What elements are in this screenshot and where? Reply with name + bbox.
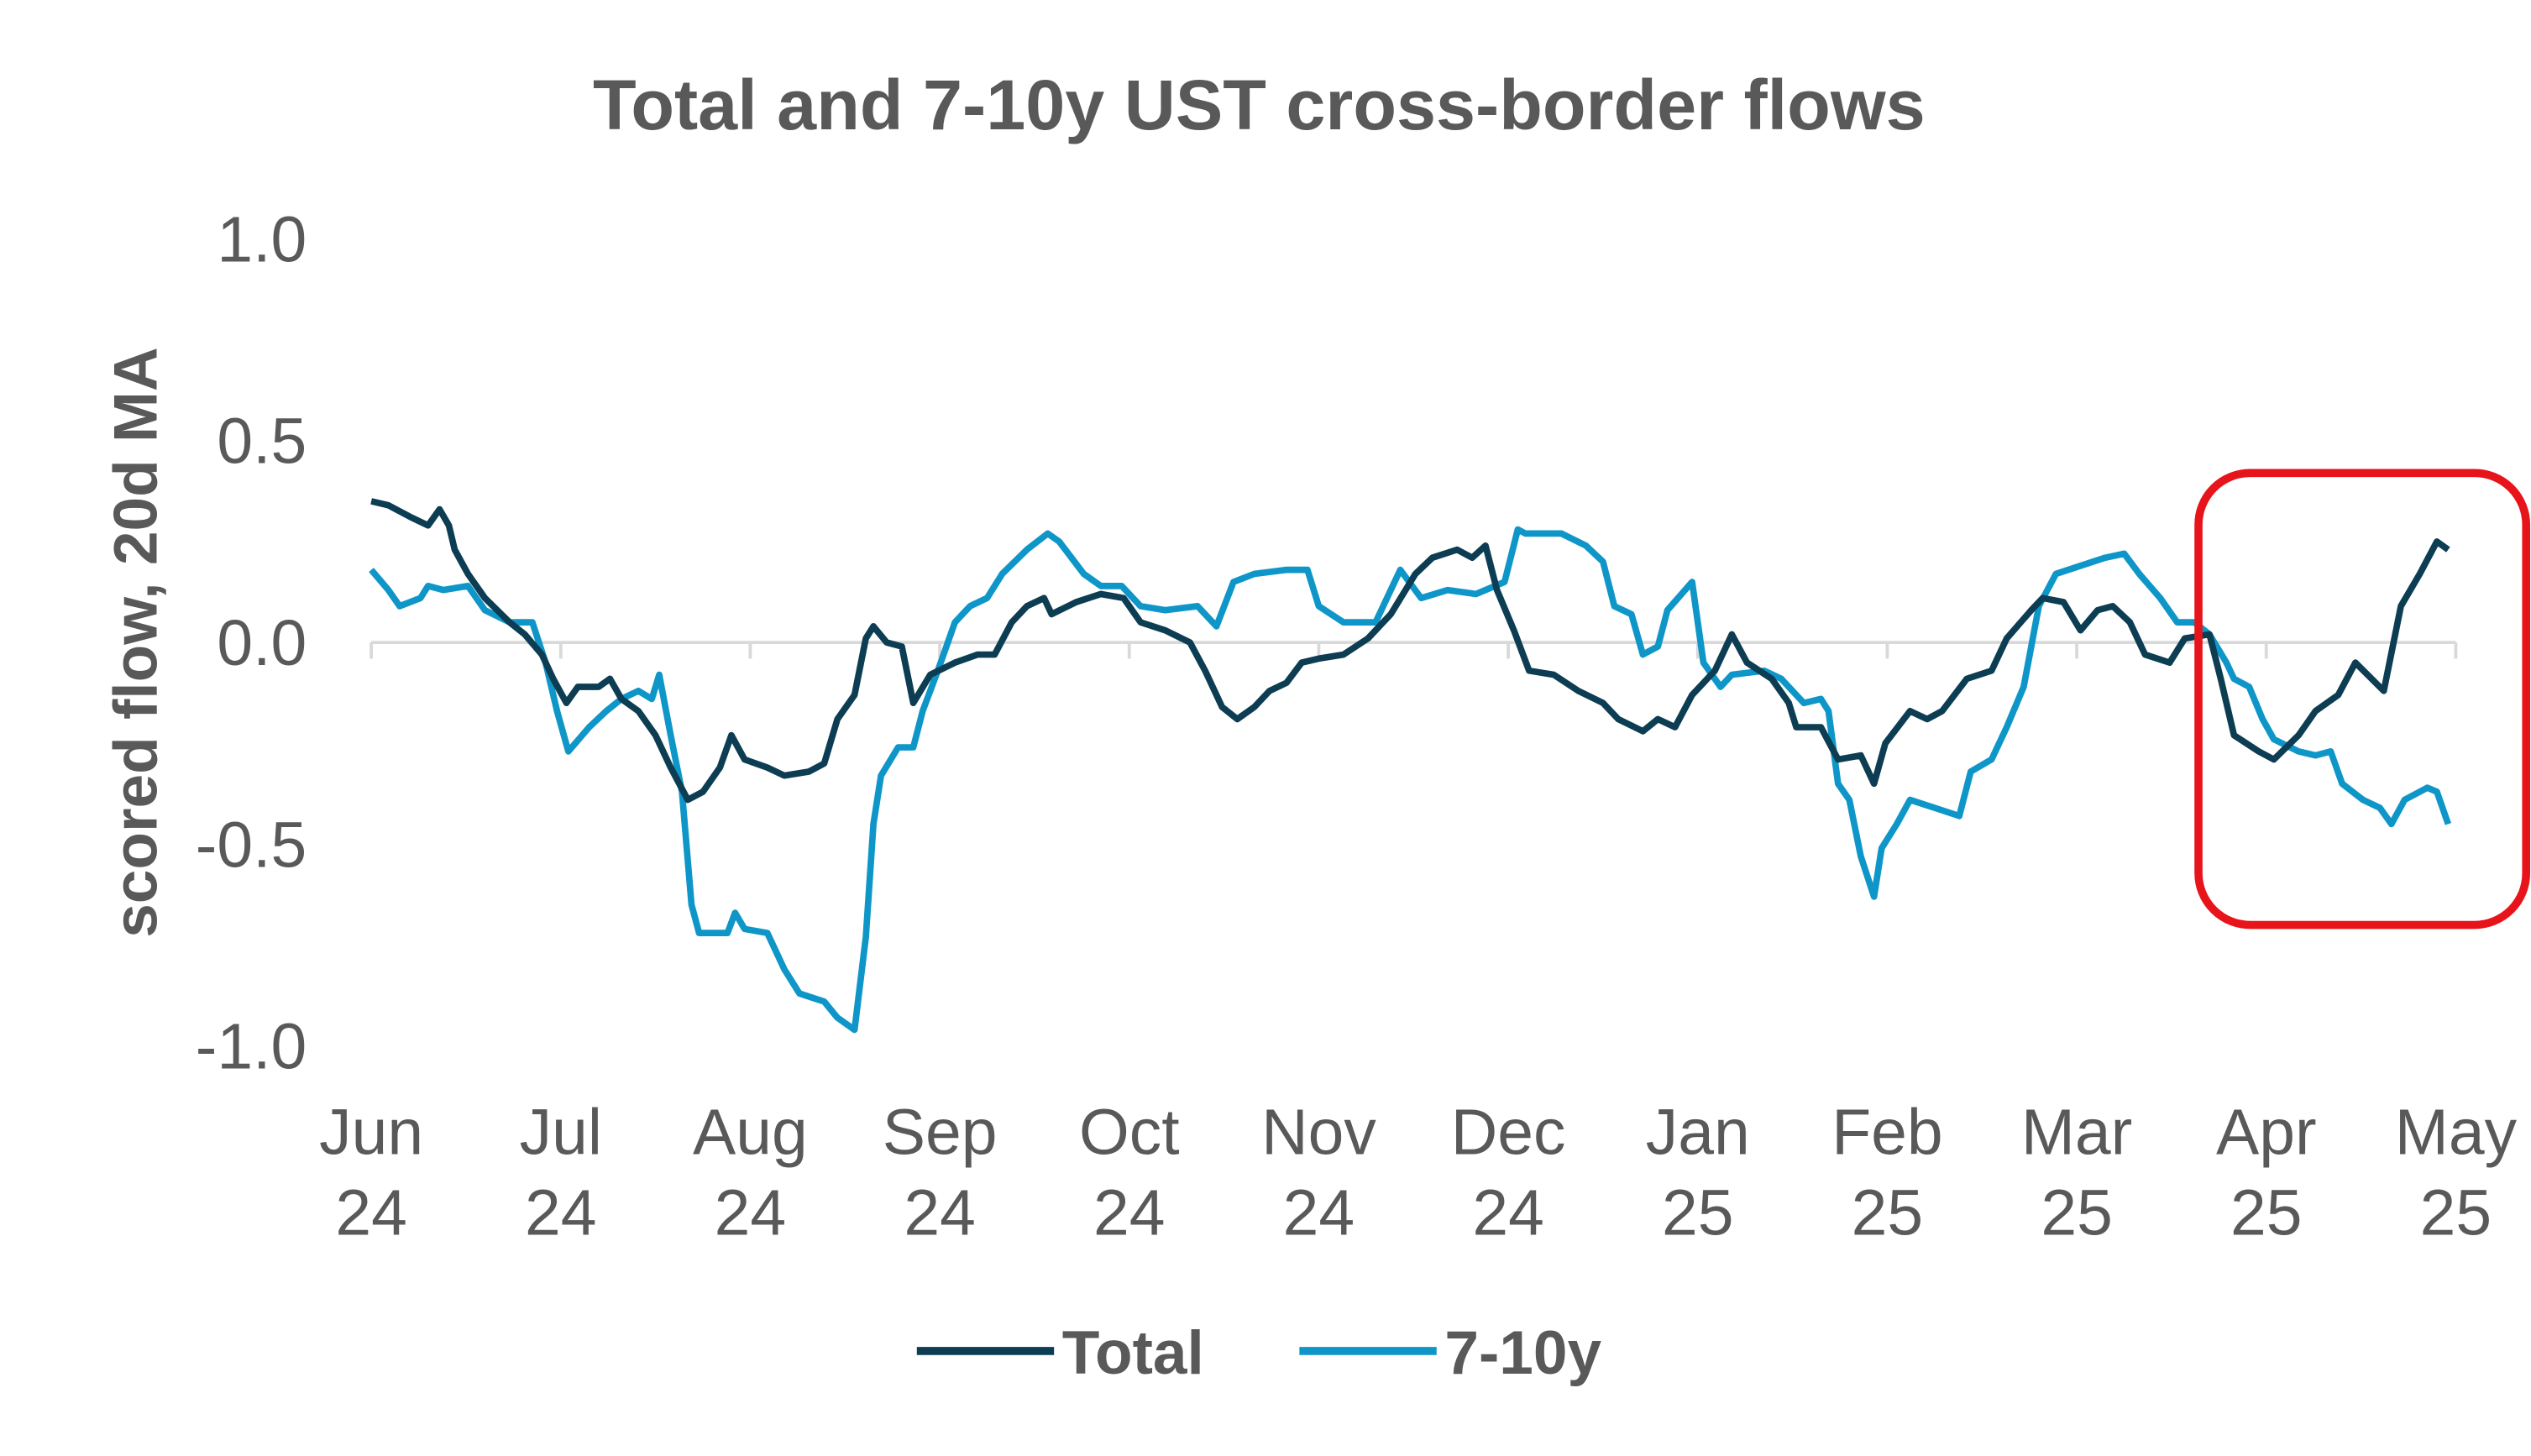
y-tick-label: 1.0: [217, 203, 307, 275]
legend: Total 7-10y: [916, 1319, 1602, 1387]
x-tick-label-month: Apr: [2216, 1096, 2317, 1168]
x-tick-label-year: 24: [715, 1177, 787, 1249]
x-tick-label-month: Jul: [520, 1096, 602, 1168]
y-tick-label: -0.5: [196, 809, 307, 881]
x-tick-label-month: Jan: [1646, 1096, 1750, 1168]
y-tick-label: -1.0: [196, 1011, 307, 1083]
x-tick-label-year: 25: [1662, 1177, 1734, 1249]
legend-label: Total: [1062, 1319, 1204, 1387]
x-tick-label-year: 25: [2041, 1177, 2113, 1249]
series-line-7-10y: [369, 526, 2452, 1034]
x-tick-label-month: Dec: [1451, 1096, 1566, 1168]
x-tick-label-month: Feb: [1831, 1096, 1942, 1168]
x-tick-label-month: Jun: [319, 1096, 423, 1168]
x-tick-label-year: 24: [525, 1177, 597, 1249]
y-tick-label: 0.0: [217, 607, 307, 679]
highlight-box: [2194, 469, 2531, 930]
x-tick-label-month: Nov: [1261, 1096, 1376, 1168]
series-line-total: [370, 498, 2450, 804]
legend-label: 7-10y: [1444, 1319, 1601, 1387]
x-tick-label-year: 25: [2420, 1177, 2492, 1249]
x-tick-label-month: May: [2395, 1096, 2518, 1168]
series-lines: [369, 498, 2452, 1034]
x-tick-label-year: 25: [1852, 1177, 1924, 1249]
chart-title: Total and 7-10y UST cross-border flows: [593, 65, 1926, 144]
y-tick-label: 0.5: [217, 406, 307, 478]
x-tick-label-year: 24: [1093, 1177, 1166, 1249]
x-tick-label-month: Oct: [1079, 1096, 1180, 1168]
x-tick-label-year: 25: [2230, 1177, 2303, 1249]
x-tick-label-year: 24: [1472, 1177, 1544, 1249]
x-tick-label-month: Mar: [2021, 1096, 2132, 1168]
x-tick-label-month: Aug: [693, 1096, 808, 1168]
x-tick-label-year: 24: [335, 1177, 407, 1249]
x-tick-label-year: 24: [904, 1177, 976, 1249]
x-tick-label-year: 24: [1283, 1177, 1355, 1249]
x-tick-label-month: Sep: [883, 1096, 998, 1168]
y-axis-label: scored flow, 20d MA: [102, 347, 170, 937]
